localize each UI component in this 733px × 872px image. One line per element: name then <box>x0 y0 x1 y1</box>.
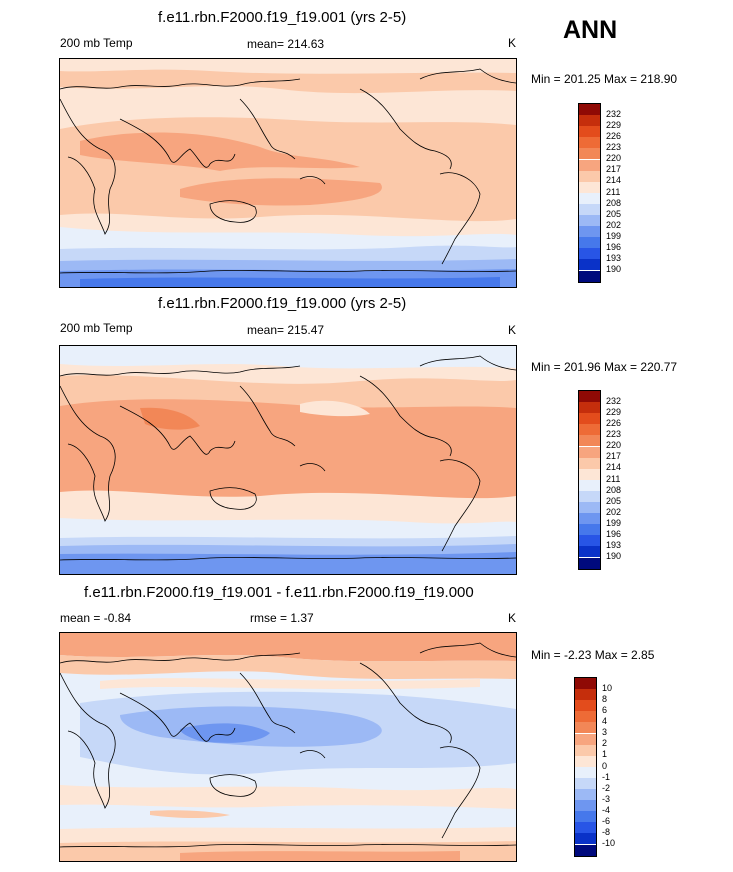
panel1-colorbar <box>578 103 601 283</box>
colorbar-tick-label: 223 <box>606 429 622 439</box>
colorbar-tick-label: 6 <box>602 705 608 715</box>
colorbar-tick-label: 205 <box>606 496 622 506</box>
panel2-left-label: 200 mb Temp <box>60 321 133 335</box>
colorbar-tick-label: 211 <box>606 187 621 197</box>
panel2-mean-label: mean= 215.47 <box>247 323 325 337</box>
colorbar-tick-label: 208 <box>606 485 622 495</box>
panel2-minmax-label: Min = 201.96 Max = 220.77 <box>531 360 678 374</box>
colorbar-tick-label: 202 <box>606 220 622 230</box>
colorbar-tick-label: 214 <box>606 462 622 472</box>
panel1-map <box>59 58 517 288</box>
colorbar-tick-label: 2 <box>602 738 608 748</box>
panel3-units-label: K <box>508 611 517 625</box>
colorbar-tick-label: 232 <box>606 109 622 119</box>
colorbar-tick-label: 214 <box>606 175 622 185</box>
panel1-minmax-label: Min = 201.25 Max = 218.90 <box>531 72 678 86</box>
colorbar-tick-label: 1 <box>602 749 608 759</box>
colorbar-tick-label: 8 <box>602 694 608 704</box>
colorbar-tick-label: 220 <box>606 440 622 450</box>
colorbar-tick-label: -4 <box>602 805 611 815</box>
colorbar-tick-label: 229 <box>606 120 622 130</box>
colorbar-tick-label: 232 <box>606 396 622 406</box>
colorbar-tick-label: -8 <box>602 827 611 837</box>
colorbar-tick-label: 223 <box>606 142 622 152</box>
colorbar-tick-label: 0 <box>602 761 608 771</box>
colorbar-tick-label: 196 <box>606 529 622 539</box>
colorbar-tick-label: 226 <box>606 131 622 141</box>
colorbar-tick-label: 208 <box>606 198 622 208</box>
colorbar-tick-label: -2 <box>602 783 611 793</box>
panel3-title: f.e11.rbn.F2000.f19_f19.001 - f.e11.rbn.… <box>84 584 474 601</box>
colorbar-tick-label: 202 <box>606 507 622 517</box>
panel3-colorbar <box>574 677 597 857</box>
colorbar-tick-label: -6 <box>602 816 611 826</box>
panel3-rmse-label: rmse = 1.37 <box>250 611 314 625</box>
colorbar-tick-label: 199 <box>606 231 622 241</box>
colorbar-tick-label: 217 <box>606 164 622 174</box>
colorbar-tick-label: 220 <box>606 153 622 163</box>
colorbar-tick-label: 10 <box>602 683 613 693</box>
panel2-title: f.e11.rbn.F2000.f19_f19.000 (yrs 2-5) <box>158 295 407 312</box>
colorbar-tick-label: -10 <box>602 838 616 848</box>
colorbar-tick-label: 190 <box>606 551 622 561</box>
colorbar-tick-label: 3 <box>602 727 608 737</box>
colorbar-tick-label: 190 <box>606 264 622 274</box>
panel2-map <box>59 345 517 575</box>
colorbar-tick-label: 4 <box>602 716 608 726</box>
panel3-map <box>59 632 517 862</box>
colorbar-tick-label: -1 <box>602 772 611 782</box>
panel3-mean-label: mean = -0.84 <box>60 611 132 625</box>
colorbar-tick-label: 226 <box>606 418 622 428</box>
panel1-units-label: K <box>508 36 517 50</box>
panel1-mean-label: mean= 214.63 <box>247 37 325 51</box>
colorbar-tick-label: 211 <box>606 474 621 484</box>
panel1-title: f.e11.rbn.F2000.f19_f19.001 (yrs 2-5) <box>158 9 407 26</box>
panel2-units-label: K <box>508 323 517 337</box>
colorbar-tick-label: 199 <box>606 518 622 528</box>
colorbar-tick-label: 205 <box>606 209 622 219</box>
colorbar-tick-label: 193 <box>606 540 622 550</box>
colorbar-tick-label: 193 <box>606 253 622 263</box>
panel3-minmax-label: Min = -2.23 Max = 2.85 <box>531 648 655 662</box>
panel1-left-label: 200 mb Temp <box>60 36 133 50</box>
colorbar-tick-label: -3 <box>602 794 611 804</box>
season-label: ANN <box>563 16 618 44</box>
colorbar-tick-label: 217 <box>606 451 622 461</box>
colorbar-tick-label: 196 <box>606 242 622 252</box>
colorbar-tick-label: 229 <box>606 407 622 417</box>
panel2-colorbar <box>578 390 601 570</box>
